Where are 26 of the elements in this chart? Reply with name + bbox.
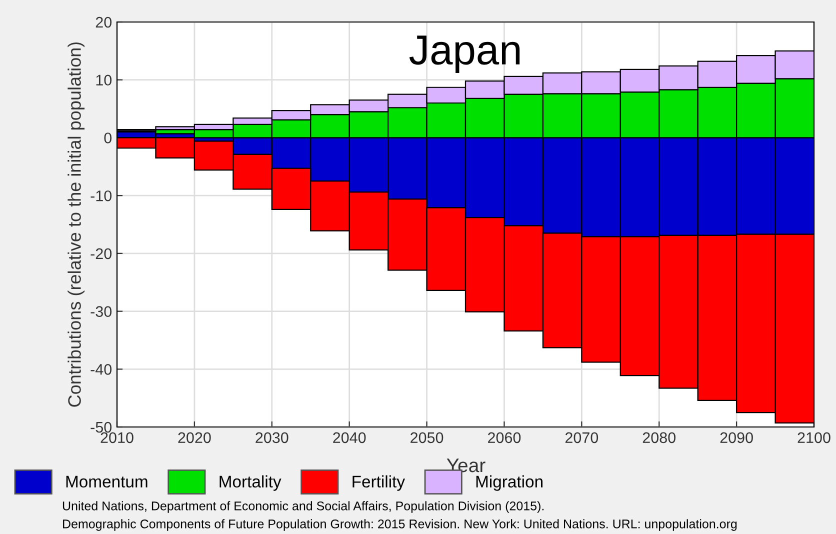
text: United Nations, Department of Economic and Social Affairs, Population Division (2015). <box>62 501 544 513</box>
legend-label: Fertility <box>352 475 405 491</box>
x-tick-label: 2020 <box>178 432 211 444</box>
x-tick-label: 2030 <box>256 432 288 444</box>
y-axis-title: Contributions (relative to the initial population) <box>68 42 85 407</box>
legend-label: Mortality <box>220 475 282 491</box>
y-tick-label: 0 <box>104 132 112 144</box>
legend-label: Momentum <box>66 476 148 488</box>
chart-title: Japan <box>409 36 520 73</box>
x-tick-label: 2070 <box>565 432 598 444</box>
x-tick-label: 2090 <box>720 432 753 444</box>
x-tick-label: 2060 <box>488 432 521 444</box>
y-tick-label: -40 <box>90 364 112 375</box>
x-tick-label: 2050 <box>410 432 444 444</box>
y-tick-label: -30 <box>90 306 112 317</box>
legend-label: Migration <box>476 475 542 491</box>
y-tick-label: -20 <box>90 248 112 260</box>
x-tick-label: 2010 <box>100 432 134 444</box>
x-tick-label: 2100 <box>798 432 830 444</box>
x-tick-label: 2040 <box>333 432 366 444</box>
y-tick-label: -50 <box>90 422 112 433</box>
x-tick-label: 2080 <box>642 432 676 444</box>
y-tick-label: -10 <box>90 190 112 202</box>
text: Demographic Components of Future Population Growth: 2015 Revision. New York: United Nations. URL: unpopulation.org <box>63 519 737 531</box>
y-tick-label: 10 <box>96 74 112 86</box>
y-tick-label: 20 <box>96 16 112 28</box>
